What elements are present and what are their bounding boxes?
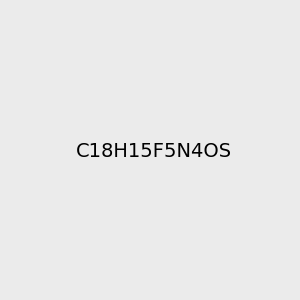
Text: C18H15F5N4OS: C18H15F5N4OS	[76, 142, 232, 161]
